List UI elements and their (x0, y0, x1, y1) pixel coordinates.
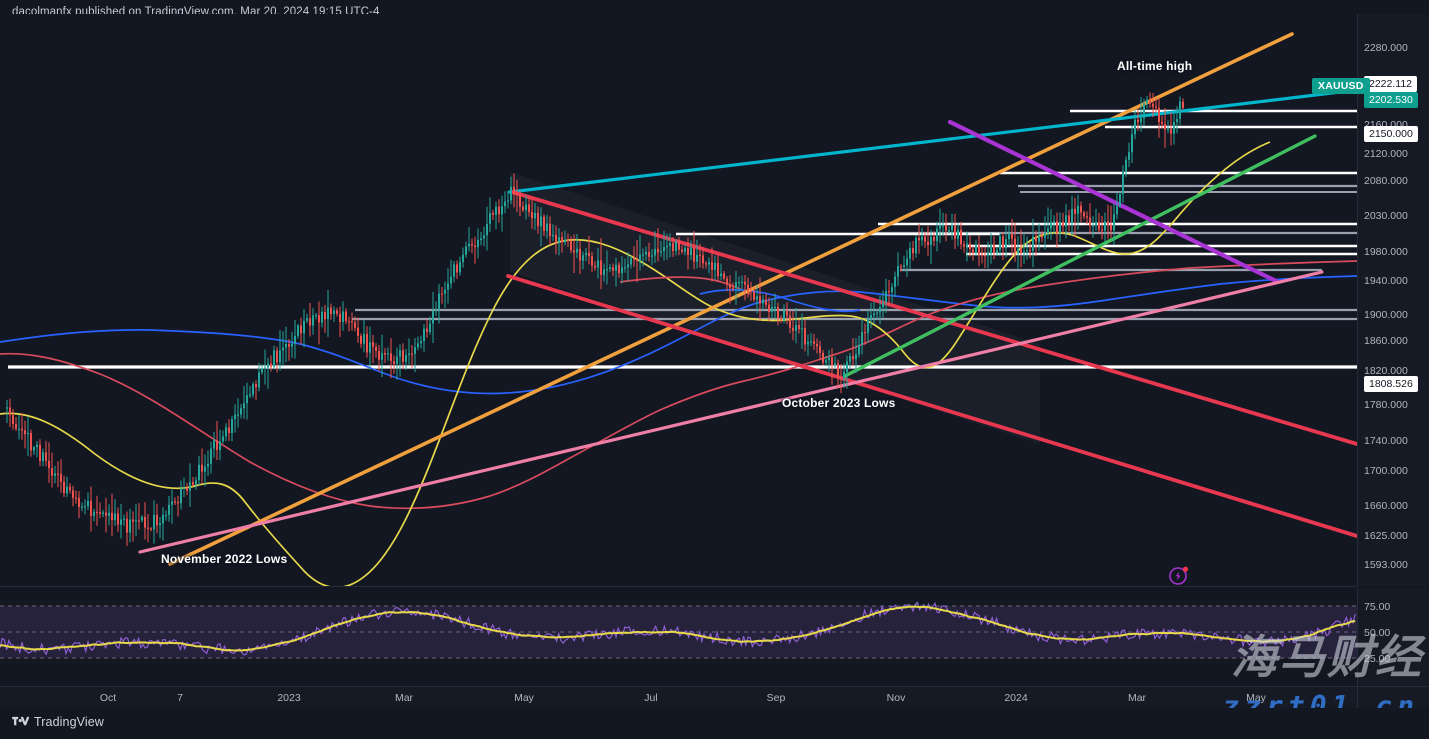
rsi-indicator-pane[interactable] (0, 588, 1357, 686)
price-tick: 1860.000 (1364, 335, 1408, 347)
time-tick: Nov (886, 692, 906, 704)
time-tick: Mar (1127, 692, 1147, 704)
rsi-axis[interactable]: 75.00 50.00 25.00 (1357, 588, 1429, 686)
tradingview-brand[interactable]: TradingView (12, 715, 104, 729)
time-axis-corner (1357, 686, 1429, 708)
time-tick: Jul (644, 692, 658, 704)
time-tick: May (514, 692, 534, 704)
price-tick: 2120.000 (1364, 148, 1408, 160)
time-tick: Sep (766, 692, 786, 704)
price-tick: 1740.000 (1364, 435, 1408, 447)
ma-slow-blue-2 (699, 288, 861, 313)
price-tick: 1780.000 (1364, 399, 1408, 411)
price-chart-pane[interactable]: All-time high October 2023 Lows November… (0, 14, 1357, 586)
price-tick: 1940.000 (1364, 275, 1408, 287)
time-tick: 2024 (1004, 692, 1028, 704)
footer-bar: TradingView (0, 708, 1429, 739)
trendline-orange-rising (168, 32, 1294, 566)
price-tick: 2030.000 (1364, 210, 1408, 222)
annotation-october-2023-lows: October 2023 Lows (782, 396, 896, 410)
price-tag-2150: 2150.000 (1364, 126, 1418, 142)
price-tag-high: 2222.112 (1364, 76, 1418, 92)
trendline-pink-rising-long (138, 270, 1324, 554)
trendline-teal-rising (508, 88, 1357, 194)
price-tick: 1820.000 (1364, 365, 1408, 377)
price-tick: 1700.000 (1364, 465, 1408, 477)
rsi-series (0, 601, 1356, 656)
price-tag-1808: 1808.526 (1364, 376, 1418, 392)
trendline-purple-falling (947, 119, 1281, 285)
price-tick: 1593.000 (1364, 559, 1408, 571)
time-tick: Mar (394, 692, 414, 704)
rsi-tick: 25.00 (1364, 653, 1391, 665)
time-tick: Oct (99, 692, 117, 704)
pane-divider (0, 586, 1357, 587)
tradingview-brand-label: TradingView (34, 715, 104, 729)
trendline-red-channel-lower (506, 274, 1357, 538)
candlestick-series (6, 92, 1184, 546)
tradingview-logo-icon (12, 716, 29, 726)
symbol-badge: XAUUSD (1312, 78, 1370, 94)
alert-lightning-icon[interactable] (1168, 564, 1190, 586)
time-tick: May (1246, 692, 1266, 704)
rsi-chart-svg (0, 601, 1357, 659)
rsi-tick: 75.00 (1364, 601, 1391, 613)
trendline-green-rising (843, 134, 1317, 378)
price-tick: 2080.000 (1364, 175, 1408, 187)
price-axis[interactable]: 2280.000 2160.000 2120.000 2080.000 2030… (1357, 14, 1429, 598)
price-tick: 1900.000 (1364, 309, 1408, 321)
rsi-tick: 50.00 (1364, 627, 1391, 639)
price-tick: 2280.000 (1364, 42, 1408, 54)
time-tick: 7 (177, 692, 183, 704)
annotation-all-time-high: All-time high (1117, 59, 1193, 73)
ma-slow-blue (0, 275, 1357, 395)
annotation-november-2022-lows: November 2022 Lows (161, 552, 288, 566)
price-chart-svg (0, 32, 1357, 586)
price-tick: 1660.000 (1364, 500, 1408, 512)
watermark-brand-cn: 海马财经 (1231, 630, 1423, 684)
price-tick: 1980.000 (1364, 246, 1408, 258)
rsi-moving-average-line (0, 605, 1356, 652)
price-tick: 1625.000 (1364, 530, 1408, 542)
price-tag-last: 2202.530 (1364, 92, 1418, 108)
time-tick: 2023 (277, 692, 301, 704)
time-axis[interactable]: Oct 7 2023 Mar May Jul Sep Nov 2024 Mar … (0, 686, 1357, 708)
trendline-red-channel-upper (510, 190, 1357, 446)
ma-mid-red (0, 260, 1357, 510)
ma-fast-yellow (0, 141, 1271, 586)
